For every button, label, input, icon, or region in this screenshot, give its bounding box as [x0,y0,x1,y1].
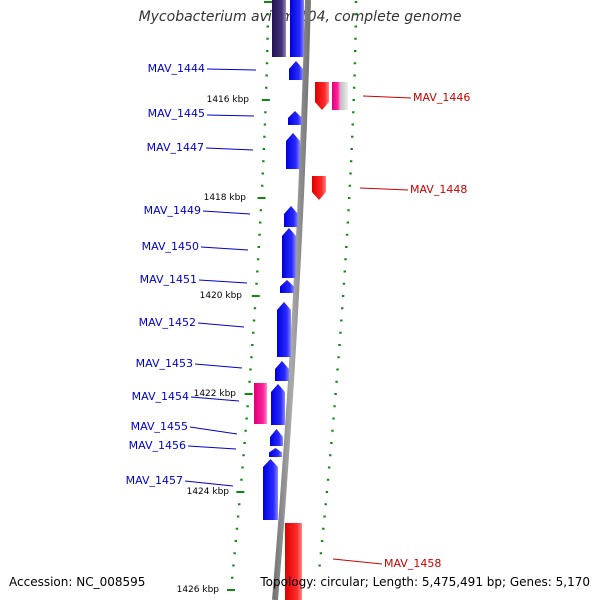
gene-label-mav-1450[interactable]: MAV_1450 [142,240,199,253]
gene-label-mav-1445[interactable]: MAV_1445 [148,107,205,120]
ruler-label: 1416 kbp [207,95,250,105]
label-leader-lines [184,68,412,565]
gene-feature-mav-1444 [289,61,303,80]
gene-label-mav-1454[interactable]: MAV_1454 [132,390,189,403]
gene-feature-mav-1452 [277,302,291,357]
leader-line [189,426,238,435]
gene-feature [272,0,286,57]
gene-label-mav-1446[interactable]: MAV_1446 [413,91,470,104]
leader-line [206,114,255,117]
gene-feature-mav-1453 [275,361,289,381]
gene-label-mav-1458[interactable]: MAV_1458 [384,557,441,570]
gene-feature-mav-1447 [286,133,300,169]
leader-line [187,445,237,450]
leader-line [205,147,254,151]
gene-label-mav-1449[interactable]: MAV_1449 [144,204,201,217]
ruler-label: 1426 kbp [177,585,220,595]
ruler-ticks-inner [227,1,272,591]
gene-feature-mav-1458 [285,523,302,600]
gene-feature-mav-1446 [315,82,329,110]
gene-feature-mav-1456 [269,448,282,457]
genome-backbone [272,0,311,600]
ruler-ticks-outer [318,1,358,567]
leader-line [184,480,234,487]
leader-line [190,396,240,402]
leader-line [202,210,251,215]
leader-line [362,95,412,99]
ruler-label: 1418 kbp [204,193,247,203]
gene-label-mav-1457[interactable]: MAV_1457 [126,474,183,487]
gene-label-mav-1451[interactable]: MAV_1451 [140,273,197,286]
gene-feature-mav-1454 [254,383,267,424]
gene-feature [340,82,348,110]
gene-label-mav-1455[interactable]: MAV_1455 [131,420,188,433]
gene-feature-mav-1450 [282,228,296,278]
leader-line [206,68,257,71]
ruler-label: 1424 kbp [187,487,230,497]
gene-feature-mav-1448 [312,176,326,200]
gene-label-mav-1448[interactable]: MAV_1448 [410,183,467,196]
gene-feature-mav-1445 [288,111,302,125]
gene-feature-mav-1455 [270,429,283,446]
leader-line [198,279,248,284]
ruler-label: 1420 kbp [200,291,243,301]
gene-feature [332,82,340,110]
gene-label-mav-1452[interactable]: MAV_1452 [139,316,196,329]
gene-label-mav-1456[interactable]: MAV_1456 [129,439,186,452]
gene-feature-mav-1454b [271,384,285,425]
gene-features [254,0,348,600]
gene-feature [290,0,304,57]
leader-line [194,363,243,369]
gene-label-mav-1453[interactable]: MAV_1453 [136,357,193,370]
gene-feature-mav-1449 [284,206,298,227]
gene-label-mav-1444[interactable]: MAV_1444 [148,62,205,75]
leader-line [359,187,409,191]
leader-line [197,322,245,328]
gene-feature-mav-1451 [280,280,294,293]
leader-line [200,246,249,251]
genome-summary-text: Topology: circular; Length: 5,475,491 bp… [260,575,590,589]
gene-label-mav-1447[interactable]: MAV_1447 [147,141,204,154]
gene-feature-mav-1457 [263,459,278,520]
accession-text: Accession: NC_008595 [9,575,146,589]
ruler-label: 1422 kbp [194,389,237,399]
leader-line [332,558,383,565]
